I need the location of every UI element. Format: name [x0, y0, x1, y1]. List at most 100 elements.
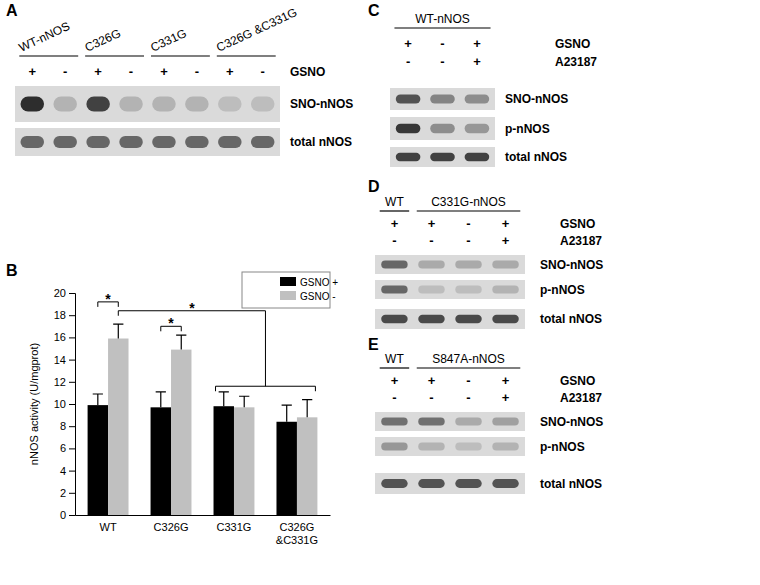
y-tick: 14	[54, 354, 75, 366]
condition-sign: +	[473, 36, 481, 51]
group-label: C326G &C331G	[214, 5, 299, 55]
bar	[171, 350, 191, 515]
band	[251, 136, 275, 148]
y-tick-label: 8	[60, 420, 66, 432]
panel-letter: D	[368, 178, 380, 195]
group-line	[417, 367, 521, 368]
blot-strip	[375, 309, 525, 329]
y-tick-label: 0	[60, 509, 66, 521]
band	[492, 315, 518, 323]
y-tick: 6	[60, 442, 75, 454]
group-line	[85, 55, 144, 56]
significance-label: *	[105, 291, 111, 307]
condition-sign: -	[392, 390, 396, 405]
y-tick-label: 14	[54, 354, 66, 366]
y-tick: 4	[60, 465, 75, 477]
blot-strip	[375, 437, 525, 456]
bar	[214, 406, 234, 515]
bar-panel: B02468101214161820WTC326GC331GC326G&C331…	[6, 262, 338, 546]
group-label: S847A-nNOS	[432, 352, 505, 366]
error-bar	[282, 405, 292, 422]
blot-strip	[375, 412, 525, 431]
group-label: WT	[385, 352, 404, 366]
band	[492, 479, 518, 488]
condition-sign: -	[261, 64, 265, 79]
band	[185, 96, 209, 111]
row-label: total nNOS	[505, 150, 567, 164]
blot-strip	[375, 280, 525, 299]
blot-strip	[15, 128, 280, 156]
band	[455, 443, 481, 451]
y-tick: 10	[54, 398, 75, 410]
condition-name: A23187	[555, 55, 597, 69]
band	[418, 261, 444, 269]
band	[152, 136, 176, 148]
group-line	[380, 367, 409, 368]
group-line	[217, 55, 276, 56]
band	[396, 124, 421, 134]
condition-sign: +	[502, 373, 510, 388]
figure: AWT-nNOSC326GC331GC326G &C331G+-+-+-+-GS…	[0, 0, 760, 585]
condition-sign: -	[129, 64, 133, 79]
y-tick-label: 4	[60, 465, 66, 477]
band	[21, 96, 45, 111]
error-bar	[113, 324, 123, 338]
group-line	[380, 210, 409, 211]
blot-panel: AWT-nNOSC326GC331GC326G &C331G+-+-+-+-GS…	[6, 2, 353, 156]
condition-name: GSNO	[560, 374, 595, 388]
condition-sign: +	[428, 216, 436, 231]
x-axis	[76, 515, 331, 516]
row-label: SNO-nNOS	[505, 92, 568, 106]
band	[455, 286, 481, 294]
y-tick-mark	[69, 315, 75, 316]
x-tick-label: C326G&C331G	[276, 521, 318, 546]
row-label: p-nNOS	[540, 440, 585, 454]
y-tick-label: 18	[54, 309, 66, 321]
legend-label: GSNO -	[300, 291, 336, 302]
band	[492, 286, 518, 294]
bar	[234, 407, 254, 515]
x-tick-label-line: C326G	[154, 521, 189, 533]
band	[185, 136, 209, 148]
row-label: SNO-nNOS	[540, 258, 603, 272]
band	[21, 136, 45, 148]
band	[430, 94, 455, 103]
group-label: WT-nNOS	[17, 19, 72, 55]
y-tick-label: 2	[60, 487, 66, 499]
group-line	[417, 210, 521, 211]
condition-sign: +	[160, 64, 168, 79]
row-label: total nNOS	[290, 135, 352, 149]
y-tick: 8	[60, 420, 75, 432]
x-axis-line	[76, 515, 331, 516]
band	[381, 443, 407, 451]
condition-sign: +	[502, 233, 510, 248]
band	[492, 261, 518, 269]
error-bar	[93, 394, 103, 405]
band	[465, 124, 490, 134]
y-tick: 18	[54, 309, 75, 321]
error-bar	[219, 392, 229, 406]
band	[381, 479, 407, 488]
x-tick-label-line: WT	[100, 521, 117, 533]
blot-strip	[390, 117, 495, 140]
condition-name: A23187	[560, 234, 602, 248]
condition-sign: +	[473, 54, 481, 69]
condition-sign: +	[391, 373, 399, 388]
panel-letter: E	[368, 336, 379, 353]
y-axis: 02468101214161820	[54, 287, 76, 521]
bar	[276, 422, 296, 515]
condition-sign: -	[440, 54, 444, 69]
band	[53, 96, 77, 111]
x-tick-label-line: &C331G	[276, 534, 318, 546]
row-label: SNO-nNOS	[290, 97, 353, 111]
legend: GSNO +GSNO -	[242, 272, 338, 308]
panel-letter: C	[368, 2, 380, 19]
condition-sign: -	[406, 54, 410, 69]
band	[53, 136, 77, 148]
band	[251, 96, 275, 111]
band	[381, 315, 407, 323]
condition-sign: -	[440, 36, 444, 51]
y-tick-mark	[69, 448, 75, 449]
y-tick: 20	[54, 287, 75, 299]
band	[455, 479, 481, 488]
